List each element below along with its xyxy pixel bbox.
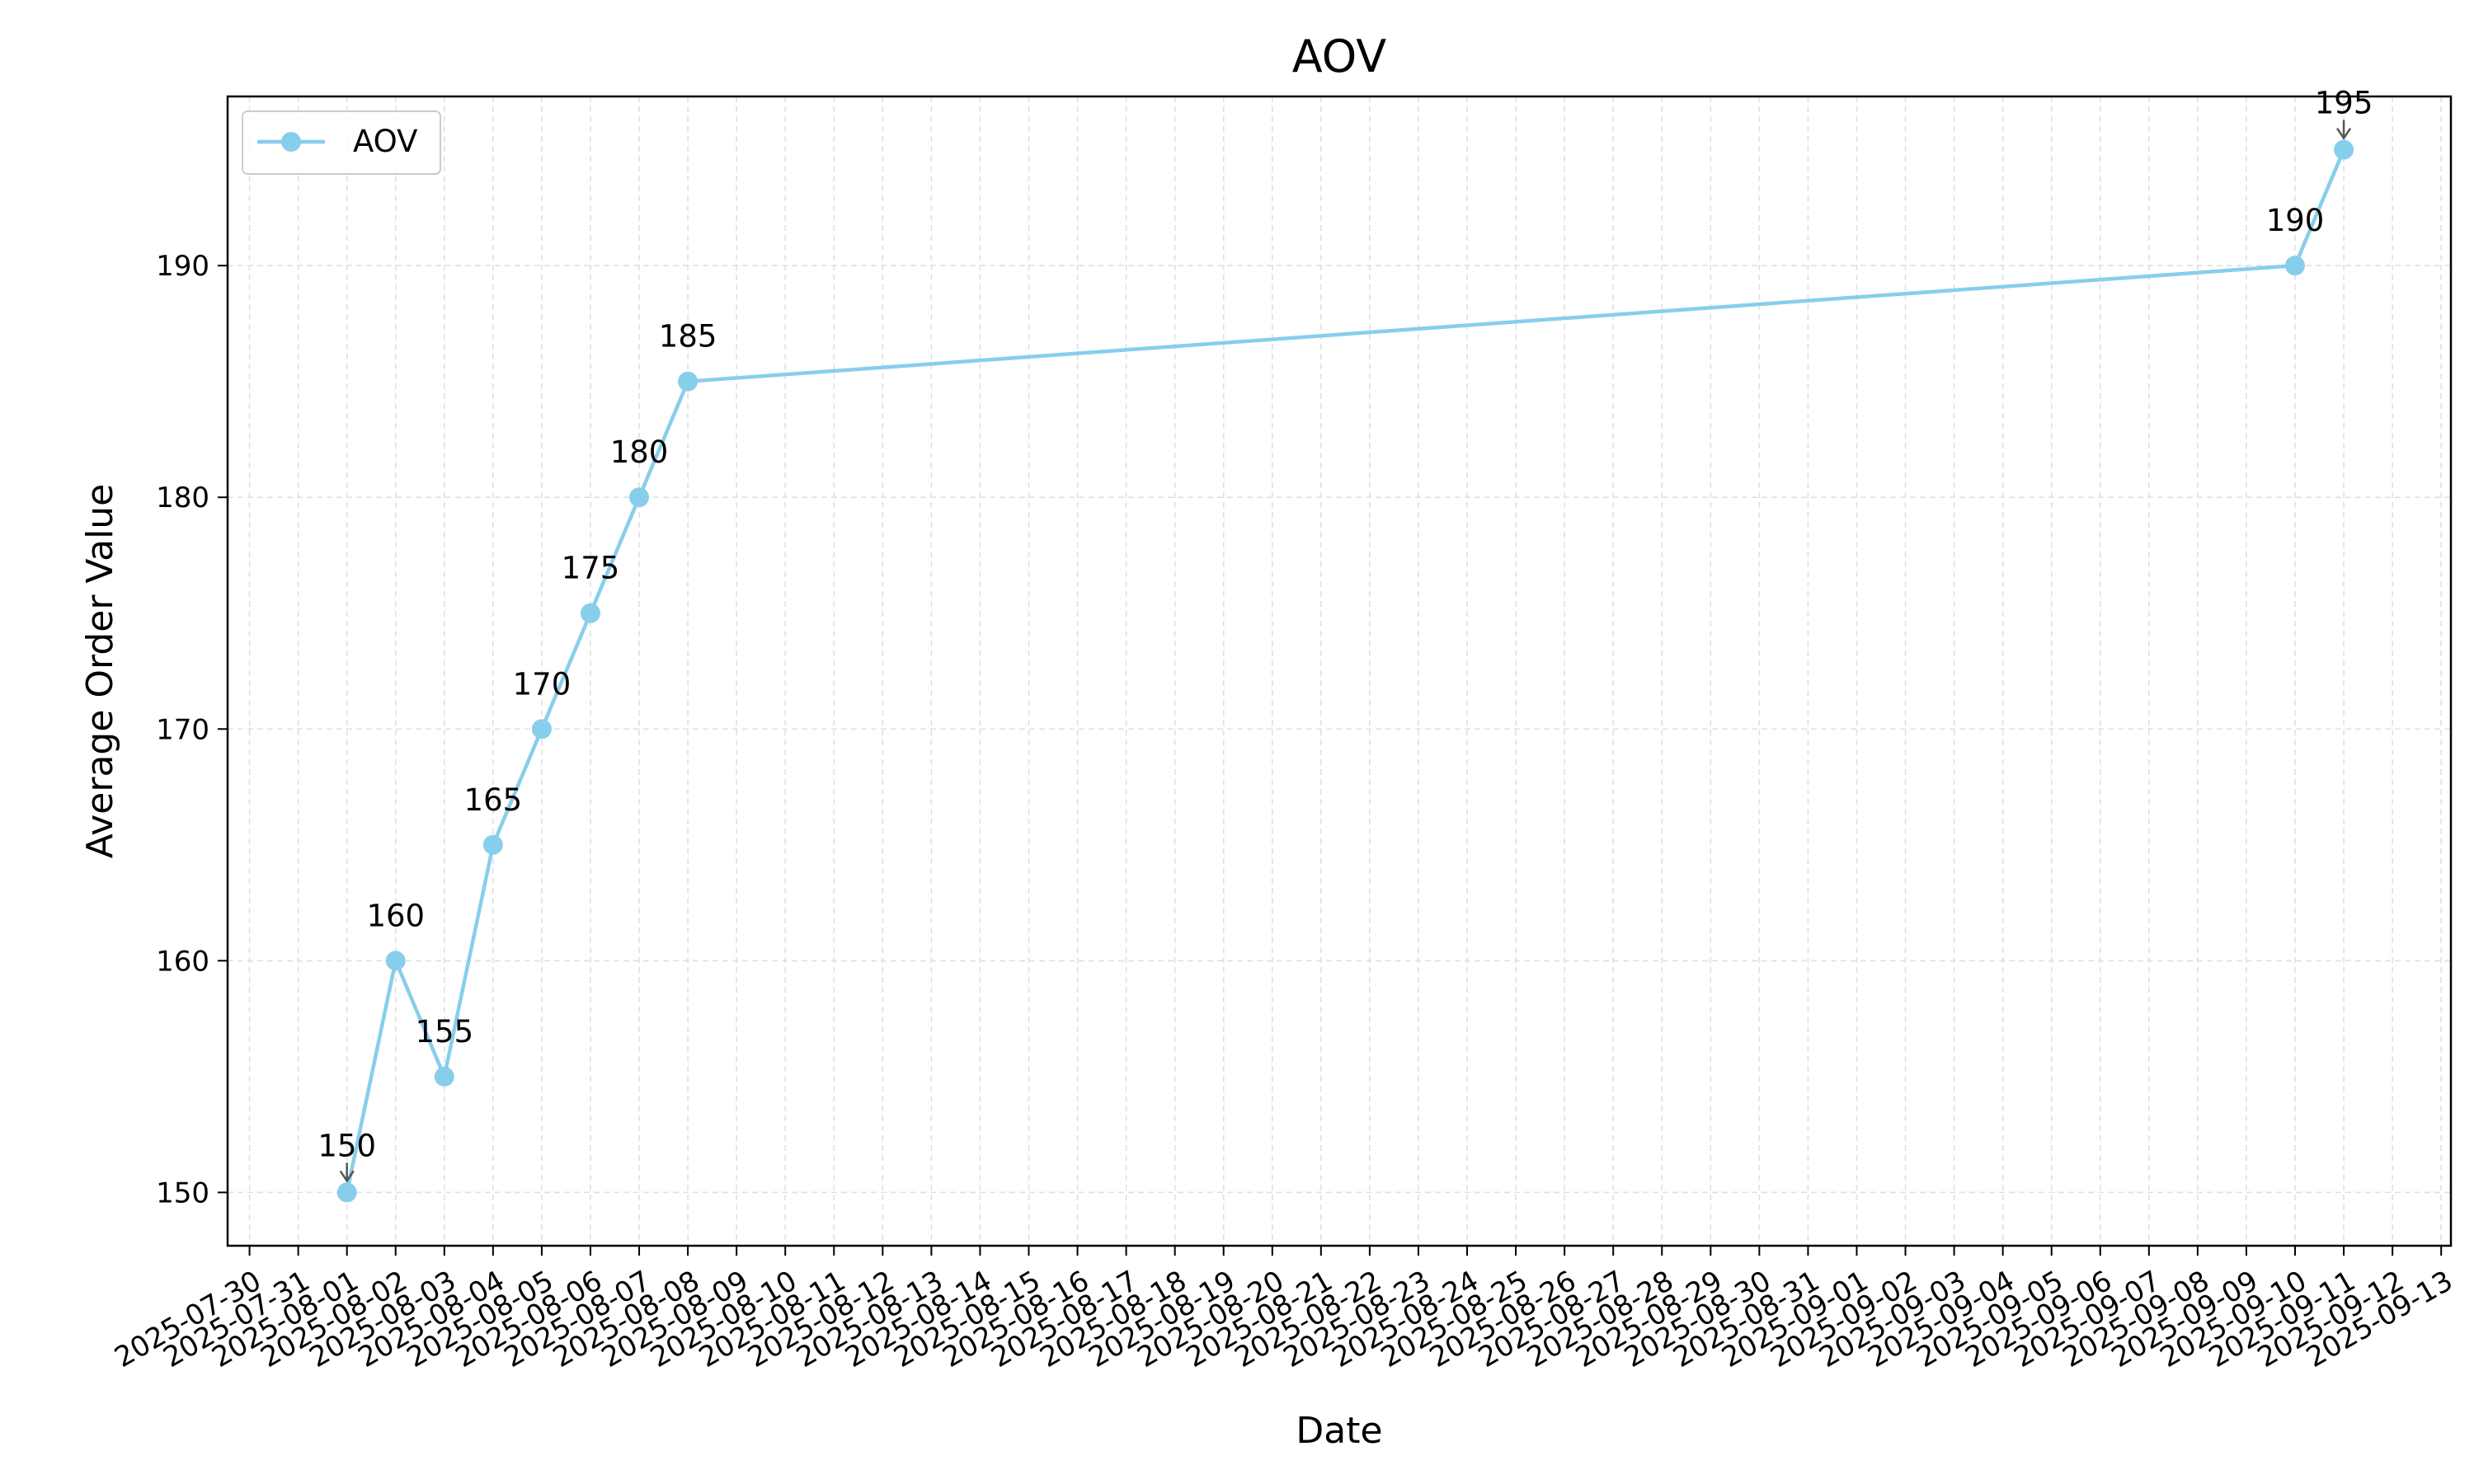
y-tick-label: 160	[156, 945, 209, 978]
annotation-arrow-head	[339, 1170, 355, 1183]
legend-marker	[281, 132, 301, 152]
x-axis-ticks: 2025-07-302025-07-312025-08-012025-08-02…	[109, 1246, 2458, 1374]
data-point	[2334, 139, 2354, 160]
data-point	[482, 834, 503, 855]
y-axis-ticks: 150 160 170 180 190	[156, 250, 228, 1209]
data-point	[336, 1182, 357, 1203]
data-point	[434, 1066, 454, 1087]
y-axis-label: Average Order Value	[79, 484, 121, 859]
legend: AOV	[242, 110, 441, 175]
data-point	[531, 719, 552, 740]
chart-title: AOV	[1292, 31, 1387, 82]
data-point	[580, 603, 600, 623]
data-label: 155	[415, 1014, 473, 1050]
legend-box	[242, 110, 441, 175]
y-tick-label: 190	[156, 250, 209, 283]
y-tick-label: 170	[156, 713, 209, 746]
legend-entry-label: AOV	[353, 124, 417, 159]
data-point	[678, 371, 698, 392]
series-line	[345, 148, 2346, 1193]
annotation-arrow-head	[2336, 127, 2352, 140]
data-label: 175	[562, 551, 620, 586]
x-axis-label: Date	[1296, 1410, 1382, 1452]
data-label: 150	[317, 1128, 376, 1163]
data-label: 190	[2266, 203, 2325, 238]
data-label: 165	[464, 782, 523, 818]
grid	[228, 96, 2451, 1246]
series-layer: 150 160 155 165 170 175 180 185 190 195	[317, 86, 2373, 1203]
data-label: 185	[659, 319, 717, 355]
data-label: 180	[610, 434, 669, 470]
data-point	[629, 487, 650, 508]
data-label: 160	[366, 898, 425, 933]
y-tick-label: 150	[156, 1176, 209, 1209]
data-label: 195	[2315, 86, 2373, 121]
y-tick-label: 180	[156, 481, 209, 514]
plot-frame	[226, 95, 2453, 1247]
data-label: 170	[513, 666, 571, 702]
data-point	[385, 951, 406, 971]
data-point	[2285, 256, 2306, 276]
